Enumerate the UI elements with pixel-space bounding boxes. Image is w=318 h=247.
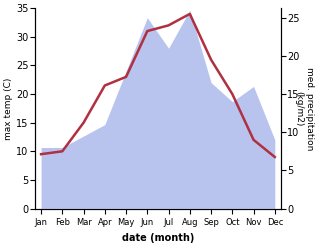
Y-axis label: max temp (C): max temp (C): [4, 77, 13, 140]
Y-axis label: med. precipitation
(kg/m2): med. precipitation (kg/m2): [294, 67, 314, 150]
X-axis label: date (month): date (month): [122, 233, 194, 243]
